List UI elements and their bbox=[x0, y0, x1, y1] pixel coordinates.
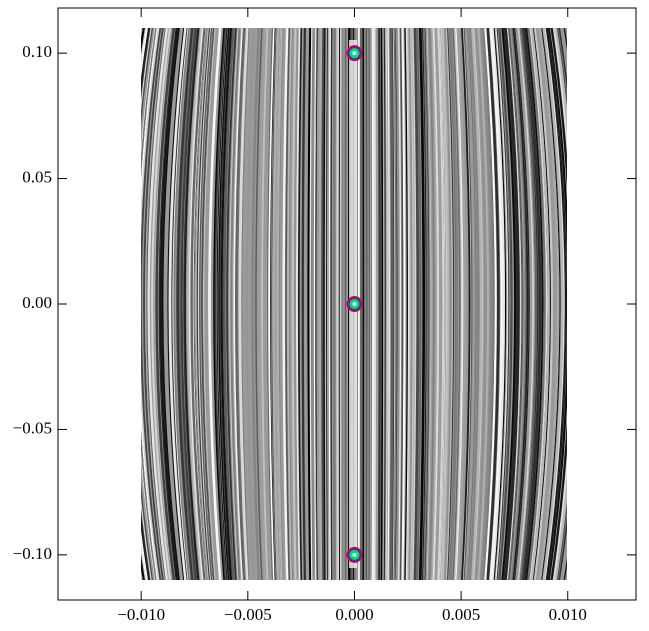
streamline bbox=[382, 28, 383, 580]
streamline bbox=[565, 28, 587, 580]
streamline bbox=[330, 28, 331, 580]
streamline bbox=[564, 28, 586, 580]
streamline bbox=[122, 28, 144, 580]
streamline bbox=[565, 28, 587, 580]
point-center bbox=[352, 302, 356, 306]
streamline bbox=[378, 28, 379, 580]
point bbox=[346, 45, 362, 61]
x-tick-label: −0.005 bbox=[224, 605, 272, 624]
point-center bbox=[352, 553, 356, 557]
x-tick-label: 0.005 bbox=[442, 605, 480, 624]
streamline bbox=[119, 28, 141, 580]
streamline bbox=[119, 28, 141, 580]
point bbox=[346, 296, 362, 312]
y-tick-label: 0.00 bbox=[22, 293, 52, 312]
x-tick-label: 0.000 bbox=[335, 605, 373, 624]
streamline bbox=[331, 28, 332, 580]
y-tick-label: 0.05 bbox=[22, 167, 52, 186]
streamline bbox=[320, 28, 321, 580]
y-tick-label: 0.10 bbox=[22, 42, 52, 61]
streamline bbox=[323, 28, 324, 580]
x-tick-label: −0.010 bbox=[117, 605, 165, 624]
point bbox=[346, 547, 362, 563]
y-tick-label: −0.05 bbox=[13, 418, 52, 437]
streamline bbox=[119, 28, 141, 580]
x-tick-label: 0.010 bbox=[549, 605, 587, 624]
y-tick-label: −0.10 bbox=[13, 544, 52, 563]
streamline bbox=[122, 28, 144, 580]
streamline bbox=[391, 28, 392, 580]
point-center bbox=[352, 51, 356, 55]
